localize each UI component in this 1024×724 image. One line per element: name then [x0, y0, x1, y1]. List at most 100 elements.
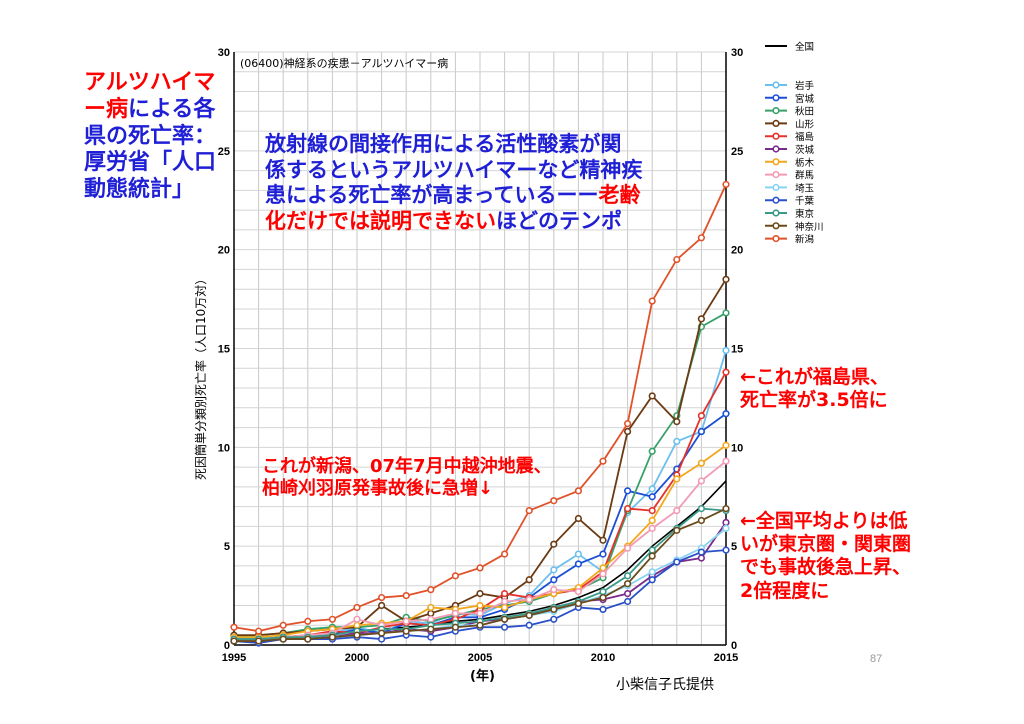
legend-label: 千葉	[795, 195, 815, 207]
credit: 小柴信子氏提供	[616, 677, 714, 693]
y-tick-label-left: 20	[218, 245, 230, 257]
y-tick-label-left: 15	[218, 344, 230, 356]
niigata-line1: これが新潟、07年7月中越沖地震、	[262, 456, 552, 477]
data-point	[574, 514, 583, 523]
national-line3: でも事故後急上昇、	[740, 556, 912, 579]
data-point	[525, 611, 533, 619]
data-point	[427, 625, 435, 633]
y-tick-label-right: 0	[731, 640, 737, 652]
data-point	[574, 588, 583, 596]
data-point	[451, 572, 460, 580]
data-point	[353, 621, 361, 629]
data-point	[648, 546, 656, 554]
data-point	[599, 564, 607, 572]
data-point	[648, 552, 656, 560]
data-point	[673, 558, 681, 566]
data-point	[550, 615, 558, 623]
legend-marker	[772, 81, 780, 89]
x-tick-label: 1995	[222, 652, 246, 664]
center-line1: 放射線の間接作用による活性酸素が関	[265, 132, 622, 156]
legend-marker	[772, 94, 780, 102]
data-point	[623, 487, 632, 495]
data-point	[501, 590, 509, 598]
legend-label: 栃木	[795, 157, 815, 169]
data-point	[697, 427, 706, 436]
legend-marker	[772, 183, 780, 191]
data-point	[648, 493, 656, 501]
data-point	[353, 631, 361, 639]
data-point	[673, 418, 681, 426]
legend-marker	[772, 171, 780, 179]
data-point	[525, 595, 533, 604]
data-point	[599, 588, 607, 596]
legend-label: 山形	[795, 118, 815, 130]
data-point	[525, 506, 533, 515]
legend-marker	[772, 209, 780, 217]
niigata-annotation: これが新潟、07年7月中越沖地震、 柏崎刈羽原発事故後に急増↓	[262, 456, 552, 500]
data-point	[648, 524, 656, 532]
data-point	[304, 617, 312, 625]
series-lines	[230, 180, 730, 647]
data-point	[378, 601, 386, 610]
data-point	[623, 505, 632, 513]
y-tick-label-right: 5	[731, 541, 737, 553]
data-point	[599, 457, 607, 465]
y-tick-label-right: 30	[731, 47, 743, 59]
left-title-line5: 動態統計」	[84, 177, 195, 203]
data-point	[230, 637, 238, 645]
legend-marker	[772, 222, 780, 230]
legend-label: 神奈川	[795, 221, 824, 233]
data-point	[648, 506, 656, 515]
y-tick-label-right: 15	[731, 344, 743, 356]
data-point	[599, 550, 607, 558]
y-tick-label-left: 10	[218, 442, 230, 454]
data-point	[697, 315, 706, 323]
chart-title: (06400)神経系の疾患－アルツハイマー病	[240, 56, 448, 70]
data-point	[427, 609, 435, 617]
data-point	[623, 420, 632, 428]
series-13	[230, 180, 730, 635]
center-line2: 係するというアルツハイマーなど精神疾	[265, 157, 643, 182]
data-point	[255, 637, 263, 645]
data-point	[697, 412, 706, 420]
data-point	[722, 524, 730, 532]
center-annotation: 放射線の間接作用による活性酸素が関 係するというアルツハイマーなど精神疾 患によ…	[265, 132, 685, 234]
data-point	[722, 518, 730, 527]
data-point	[328, 615, 337, 623]
legend-label: 岩手	[795, 80, 815, 92]
data-point	[623, 597, 632, 606]
national-annotation: ←全国平均よりは低 いが東京圏・関東圏 でも事故後急上昇、 2倍程度に	[740, 510, 911, 603]
y-tick-label-left: 25	[218, 146, 230, 158]
fukushima-annotation: ←これが福島県、 死亡率が3.5倍に	[740, 366, 889, 412]
data-point	[673, 475, 681, 483]
data-point	[722, 410, 730, 418]
y-tick-label-left: 5	[224, 541, 230, 553]
data-point	[255, 627, 263, 635]
data-point	[304, 635, 312, 643]
data-point	[574, 550, 583, 558]
data-point	[599, 570, 607, 578]
legend-label: 宮城	[795, 93, 815, 105]
fukushima-line1: ←これが福島県、	[740, 366, 889, 388]
data-point	[353, 615, 361, 623]
data-point	[648, 392, 656, 400]
data-point	[697, 548, 706, 556]
legend-label: 全国	[795, 41, 814, 53]
center-line4b: ほどのテンポ	[496, 208, 622, 233]
data-point	[697, 554, 706, 562]
national-line2: いが東京圏・関東圏	[740, 533, 912, 556]
data-point	[501, 623, 509, 631]
legend-label: 福島	[795, 131, 814, 143]
legend-label: 埼玉	[795, 182, 815, 194]
data-point	[722, 275, 730, 283]
page-number: 87	[870, 653, 883, 665]
data-point	[673, 255, 681, 264]
left-title-line1: アルツハイマ	[84, 70, 216, 95]
data-point	[525, 621, 533, 629]
center-line3b: 老齢	[598, 183, 641, 208]
data-point	[353, 603, 361, 612]
legend-marker	[772, 196, 780, 204]
x-tick-label: 2000	[345, 652, 369, 664]
